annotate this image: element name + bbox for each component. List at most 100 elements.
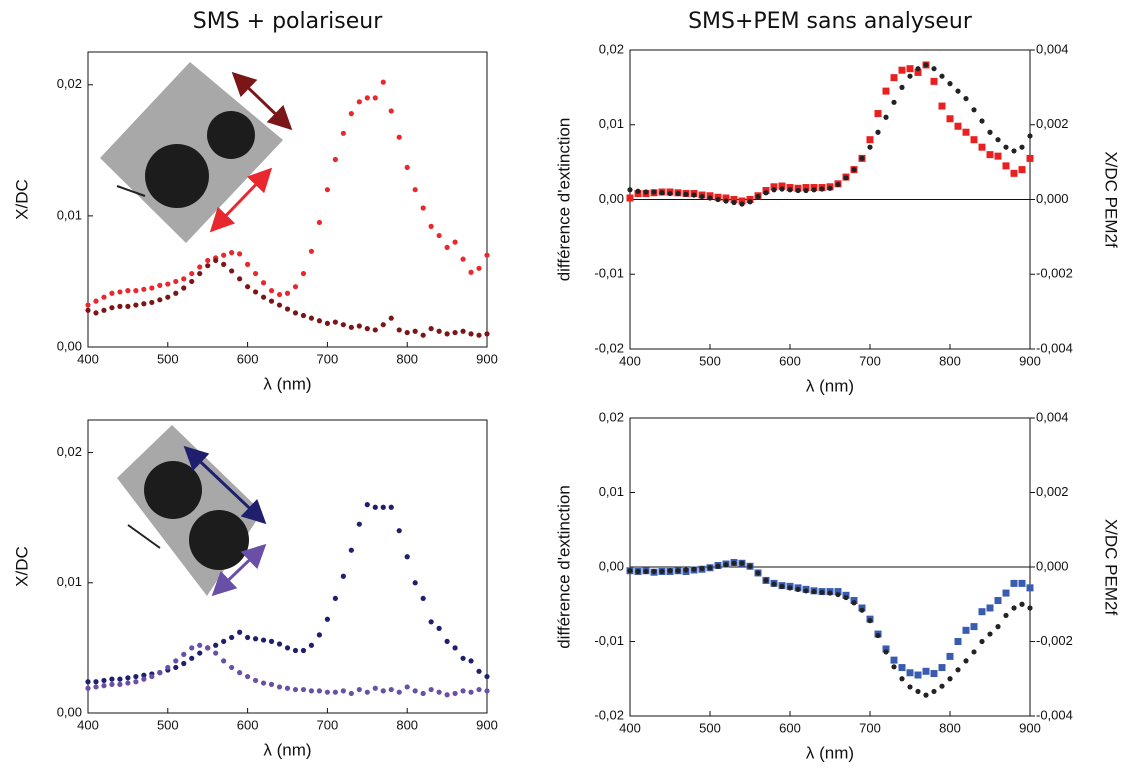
point <box>795 187 801 194</box>
y-tick-label: -0,01 <box>594 266 624 281</box>
point <box>986 151 994 159</box>
point <box>460 655 466 661</box>
point <box>987 631 993 637</box>
inset-top <box>100 62 293 243</box>
point <box>691 192 697 198</box>
point <box>890 74 898 82</box>
point <box>675 568 681 574</box>
y2-tick-label: -0,004 <box>1036 340 1073 355</box>
point <box>954 638 962 645</box>
point <box>237 629 243 635</box>
point <box>173 278 179 285</box>
point <box>141 301 147 307</box>
point <box>260 680 267 686</box>
x-axis-label: λ (nm) <box>806 743 854 762</box>
point <box>819 589 825 595</box>
point <box>245 634 251 641</box>
point <box>308 315 315 321</box>
point <box>811 588 817 595</box>
point <box>971 649 977 655</box>
point <box>125 303 131 309</box>
x-tick-label: 900 <box>1019 353 1041 368</box>
point <box>356 323 362 329</box>
x-tick-label: 800 <box>939 353 961 368</box>
y-tick-label: 0,00 <box>57 704 82 719</box>
point <box>205 257 211 264</box>
y2-tick-label: 0,000 <box>1036 558 1069 573</box>
point <box>1019 601 1025 607</box>
point <box>1002 589 1010 597</box>
point <box>1010 169 1018 177</box>
y-tick-label: 0,00 <box>57 338 82 353</box>
point <box>284 685 291 691</box>
point <box>93 684 99 690</box>
point <box>819 186 825 192</box>
point <box>436 328 442 334</box>
x-tick-label: 900 <box>1019 720 1041 735</box>
point <box>189 645 195 651</box>
point <box>292 284 299 290</box>
point <box>85 302 91 308</box>
point <box>946 115 954 123</box>
point <box>460 328 466 334</box>
x-tick-label: 700 <box>317 717 339 732</box>
point <box>444 331 450 337</box>
point <box>292 686 299 693</box>
point <box>205 263 211 269</box>
y-tick-label: -0,02 <box>594 707 624 722</box>
point <box>133 679 139 685</box>
point <box>268 681 275 687</box>
point <box>484 331 490 337</box>
point <box>962 626 970 634</box>
point <box>125 675 131 681</box>
point <box>444 638 450 644</box>
point <box>388 686 394 693</box>
point <box>276 291 283 298</box>
point <box>189 278 195 285</box>
point <box>404 329 410 336</box>
point <box>332 689 338 695</box>
point <box>931 66 937 72</box>
point <box>444 692 450 698</box>
point <box>396 528 402 534</box>
point <box>292 647 299 654</box>
point <box>659 568 665 575</box>
point <box>189 655 195 661</box>
point <box>763 190 769 196</box>
x-tick-label: 500 <box>157 351 179 366</box>
point <box>979 638 985 645</box>
point <box>189 270 195 277</box>
y-tick-label: 0,01 <box>57 574 82 589</box>
point <box>141 286 147 292</box>
point <box>396 689 402 695</box>
point <box>938 102 946 110</box>
point <box>730 196 738 203</box>
point <box>755 193 761 200</box>
point <box>125 288 131 294</box>
point <box>316 219 323 226</box>
particle <box>145 144 209 208</box>
point <box>651 189 657 195</box>
point <box>245 673 251 680</box>
point <box>101 677 107 684</box>
point <box>643 189 649 195</box>
point <box>955 667 961 673</box>
point <box>1026 154 1034 162</box>
point <box>883 649 889 655</box>
y-tick-label: 0,01 <box>599 116 624 131</box>
point <box>771 581 777 587</box>
y2-tick-label: 0,002 <box>1036 116 1069 131</box>
point <box>476 332 482 338</box>
point <box>914 68 922 76</box>
point <box>1018 579 1026 587</box>
x-tick-label: 600 <box>237 717 259 732</box>
point <box>963 95 969 102</box>
plots: SMS + polariseur 400 500 600 700 800 900 0,00 0,… <box>12 9 1120 762</box>
point <box>626 194 634 202</box>
point <box>420 595 426 602</box>
point <box>237 251 243 257</box>
point <box>348 324 354 330</box>
point <box>468 658 474 664</box>
point <box>1026 584 1034 592</box>
x-tick-label: 600 <box>237 351 259 366</box>
